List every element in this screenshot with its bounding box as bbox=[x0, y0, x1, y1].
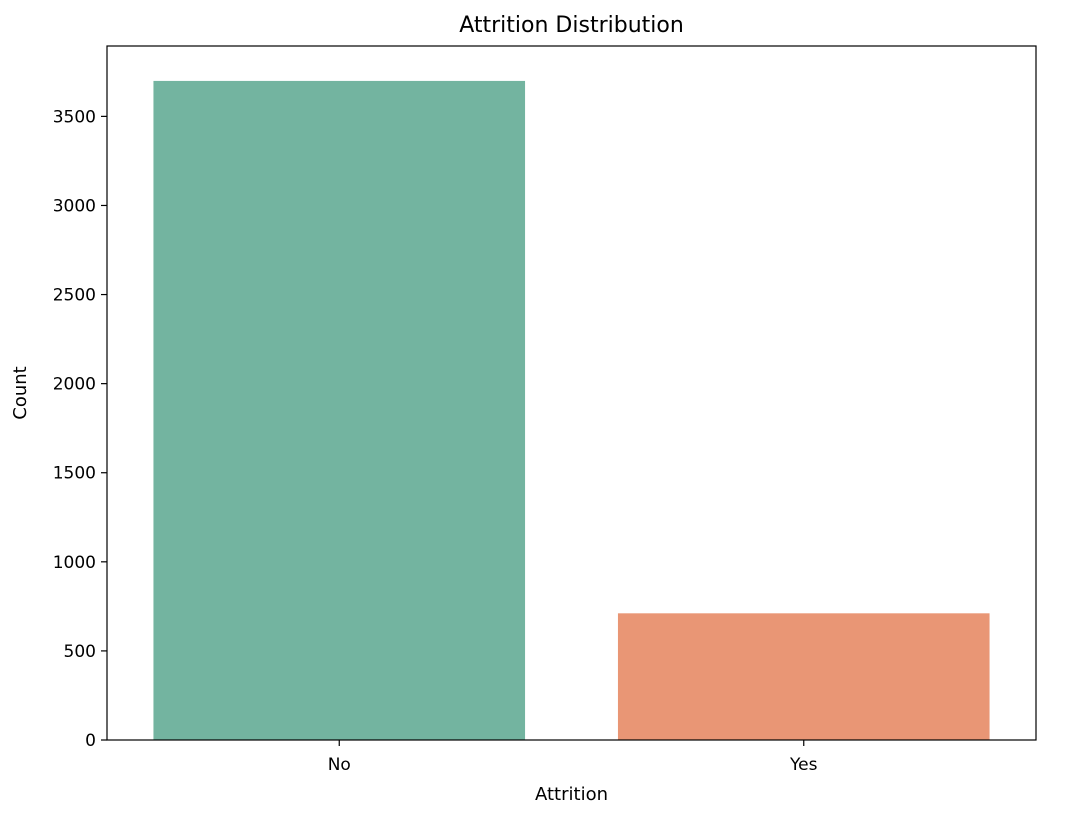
y-axis-title: Count bbox=[10, 366, 31, 419]
y-tick-label: 3000 bbox=[53, 196, 96, 216]
y-tick-label: 1000 bbox=[53, 553, 96, 573]
x-tick-label: Yes bbox=[789, 755, 818, 775]
bar-no bbox=[153, 80, 526, 740]
plot-frame bbox=[106, 45, 1037, 741]
y-tick-label: 3500 bbox=[53, 107, 96, 127]
y-tick-label: 500 bbox=[64, 642, 96, 662]
x-axis-title: Attrition bbox=[535, 784, 608, 805]
chart-title: Attrition Distribution bbox=[459, 13, 684, 38]
y-axis: 0 500 1000 1500 2000 2500 3000 3500 bbox=[53, 107, 107, 751]
y-tick-label: 0 bbox=[85, 731, 96, 751]
bars-layer bbox=[153, 80, 990, 740]
y-tick-label: 2500 bbox=[53, 286, 96, 306]
x-tick-label: No bbox=[328, 755, 351, 775]
x-axis: No Yes bbox=[328, 740, 818, 775]
y-tick-label: 2000 bbox=[53, 375, 96, 395]
bar-yes bbox=[617, 613, 990, 740]
y-tick-label: 1500 bbox=[53, 464, 96, 484]
